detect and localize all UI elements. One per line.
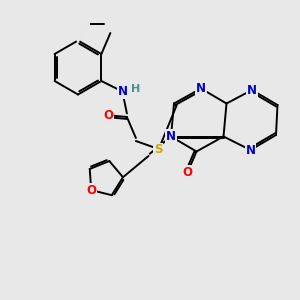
Text: S: S xyxy=(154,143,163,157)
Text: N: N xyxy=(166,130,176,143)
Text: O: O xyxy=(86,184,96,196)
Text: N: N xyxy=(245,143,256,157)
Text: N: N xyxy=(247,83,257,97)
Text: N: N xyxy=(196,82,206,95)
Text: N: N xyxy=(117,85,128,98)
Text: O: O xyxy=(182,166,193,179)
Text: O: O xyxy=(103,109,113,122)
Text: H: H xyxy=(131,83,140,94)
